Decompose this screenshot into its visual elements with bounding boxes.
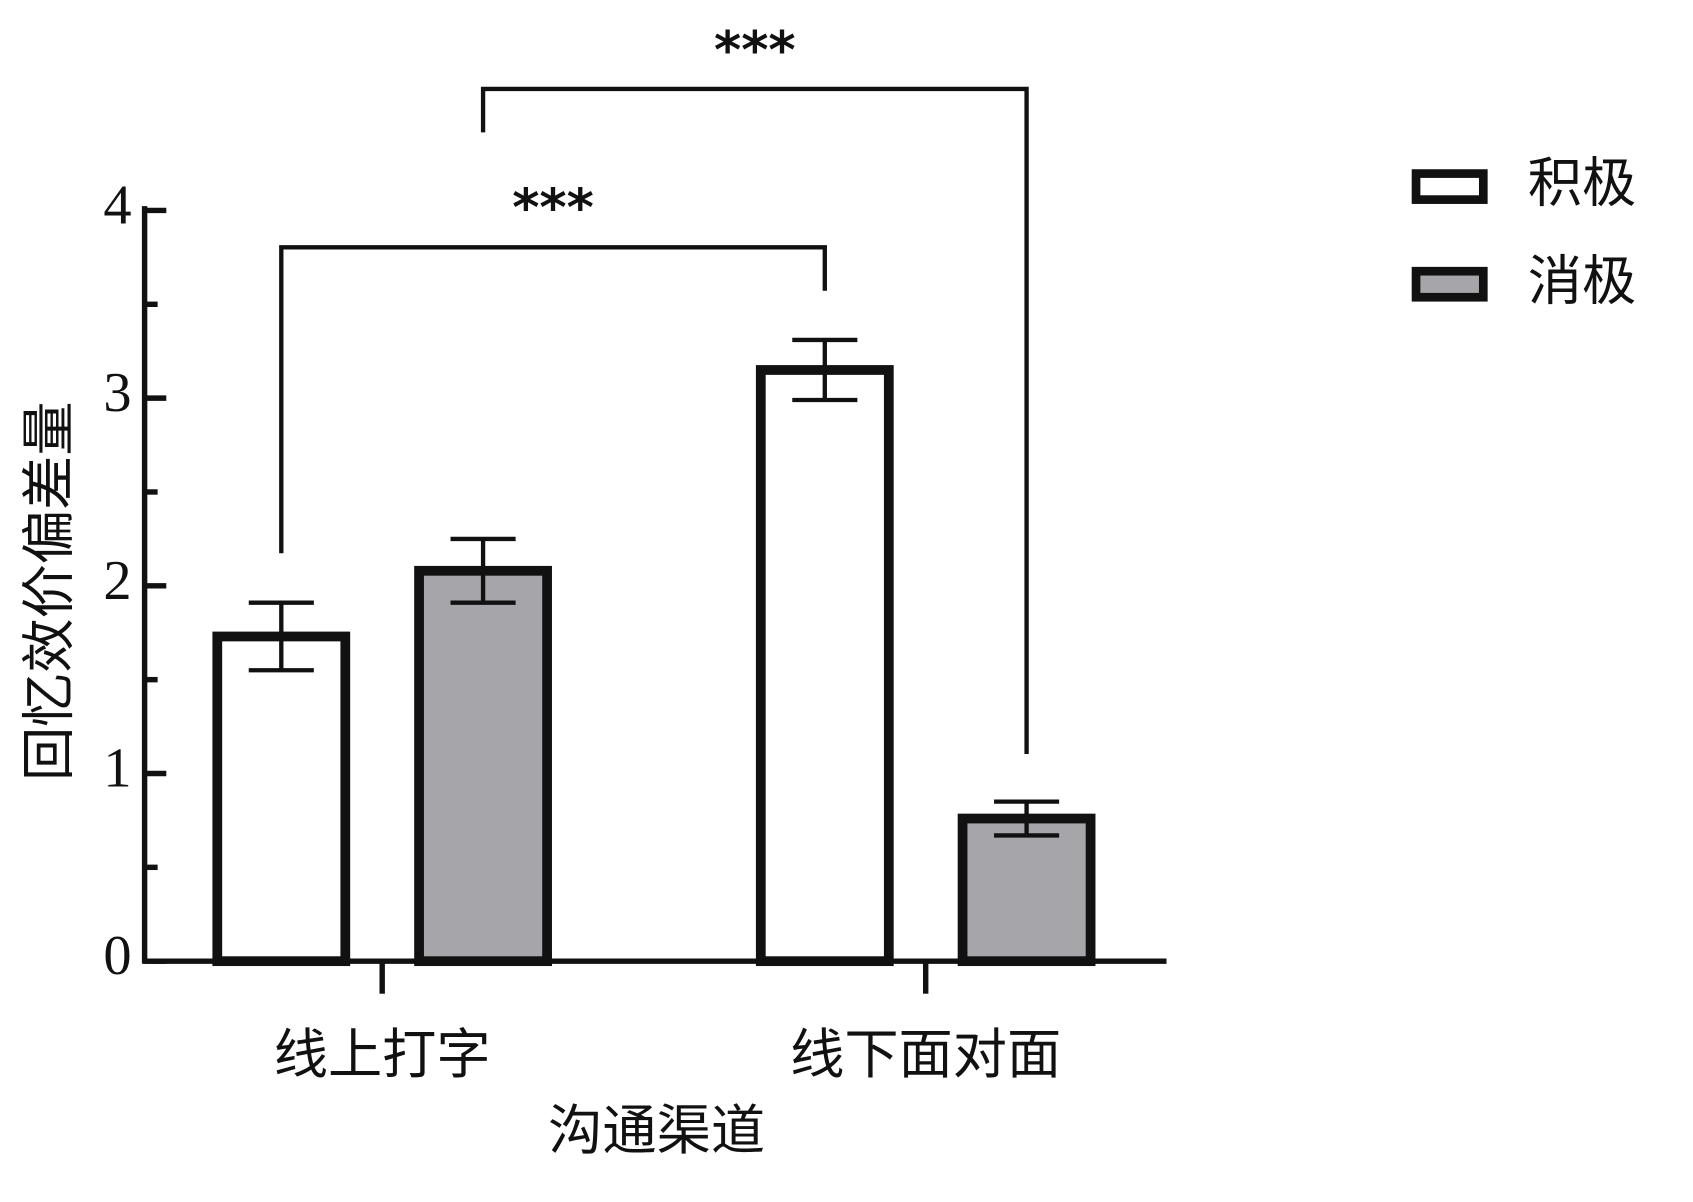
bar — [957, 813, 1096, 967]
y-tick-label: 0 — [103, 925, 131, 987]
bar — [212, 631, 351, 967]
y-tick-label: 3 — [103, 362, 131, 424]
significance-label: *** — [512, 179, 594, 239]
x-tick-label: 线上打字 — [274, 1023, 491, 1086]
significance-bracket — [480, 86, 1029, 754]
error-bar — [994, 799, 1060, 838]
legend-label: 消极 — [1528, 249, 1636, 312]
bar — [755, 365, 894, 967]
error-bar — [248, 600, 314, 673]
y-axis-label: 回忆效价偏差量 — [18, 401, 81, 781]
y-tick-label: 4 — [103, 174, 131, 236]
significance-bracket — [279, 245, 827, 554]
legend-swatch — [1411, 169, 1488, 204]
x-axis-label: 沟通渠道 — [548, 1099, 765, 1162]
y-tick-label: 2 — [103, 550, 131, 612]
legend-label: 积极 — [1528, 152, 1636, 215]
x-tick-label: 线下面对面 — [790, 1023, 1061, 1086]
significance-label: *** — [714, 21, 796, 81]
bar — [414, 565, 552, 967]
error-bar — [792, 337, 858, 403]
error-bar — [450, 536, 516, 605]
y-tick-label: 1 — [103, 737, 131, 799]
legend-swatch — [1411, 266, 1488, 302]
